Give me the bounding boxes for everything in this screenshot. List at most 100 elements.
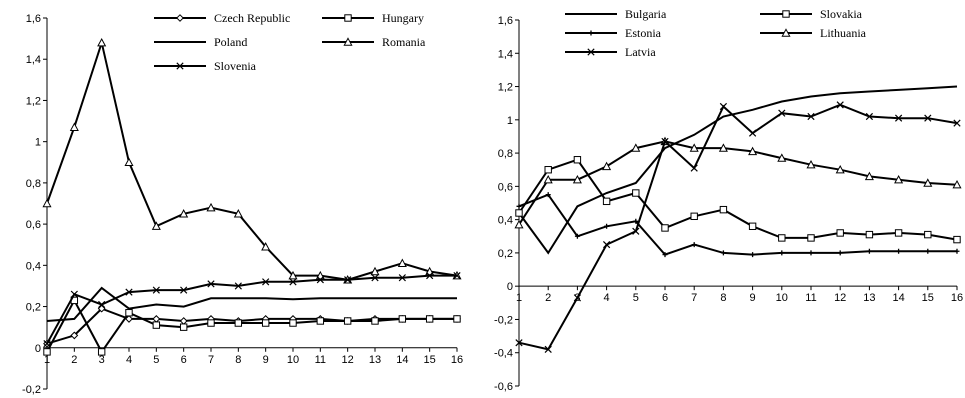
data-point-hungary [316,317,325,325]
data-point-lithuania [572,174,582,184]
data-point-estonia [925,248,931,254]
series-latvia [515,101,961,354]
y-tick-label: 1,4 [26,54,41,66]
data-point-estonia [896,248,902,254]
y-tick-label: 0 [35,343,41,355]
data-point-slovakia [573,156,582,164]
data-point-hungary [425,315,434,323]
x-tick-label: 15 [922,292,934,304]
y-tick-label: 0,4 [498,215,513,227]
data-point-romania [233,209,243,218]
data-point-lithuania [806,159,816,169]
data-point-slovakia [661,224,669,232]
data-point-estonia [808,250,814,256]
series-line-romania [46,38,458,281]
data-point-czech-republic [70,331,79,340]
x-tick-label: 7 [691,292,697,304]
data-point-slovenia [262,278,270,286]
data-point-slovakia [719,205,728,214]
series-slovenia [43,272,461,348]
data-point-slovenia [152,286,160,294]
data-point-latvia [544,345,552,354]
data-point-lithuania [631,143,641,152]
data-point-slovenia [426,272,434,280]
series-poland [46,286,457,322]
data-point-slovenia [453,272,461,280]
x-tick-label: 14 [892,292,904,304]
data-point-slovakia [544,166,552,174]
chart-right-baltic-bulgaria-slovakia: -0,6-0,4-0,200,20,40,60,811,21,41,61 2 3 4 5… [494,7,963,393]
data-point-lithuania [689,143,699,152]
y-tick-label: 0,4 [26,260,41,272]
x-tick-label: 8 [235,354,241,366]
data-point-latvia [573,294,582,302]
data-point-lithuania [952,179,962,189]
data-point-romania [97,37,107,47]
x-tick-label: 16 [451,354,463,366]
legend-label: Czech Republic [214,11,290,25]
data-point-latvia [836,101,844,109]
data-point-latvia [894,114,903,122]
data-point-estonia [574,233,580,239]
series-lithuania [514,136,962,229]
data-point-lithuania [777,153,787,162]
data-point-czech-republic [179,317,188,325]
data-point-latvia [661,137,669,146]
data-point-lithuania [543,174,553,184]
y-tick-label: 1,4 [498,48,513,60]
data-point-lithuania [923,178,933,187]
legend-marker [343,37,353,46]
data-point-romania [151,221,161,230]
legend-label: Slovenia [214,59,257,73]
data-point-hungary [398,315,407,323]
series-line-slovakia [518,158,958,241]
data-point-slovenia [234,282,242,290]
legend-marker [176,14,184,22]
data-point-slovenia [371,274,379,282]
data-point-slovenia [207,280,215,288]
data-point-latvia [632,227,640,235]
y-tick-label: 0,8 [26,178,41,190]
series-line-slovenia [46,274,457,345]
series-estonia [516,192,960,258]
x-tick-label: 9 [750,292,756,304]
data-point-slovenia [180,286,188,294]
x-tick-label: 6 [181,354,187,366]
series-line-estonia [518,193,957,256]
data-point-slovakia [632,189,640,197]
data-point-romania [261,242,271,251]
data-point-lithuania [894,174,904,184]
data-point-czech-republic [125,315,133,323]
x-tick-label: 3 [99,354,105,366]
data-point-slovakia [748,222,757,230]
data-point-slovenia [316,276,324,284]
data-point-estonia [545,192,551,198]
data-point-slovenia [98,300,106,309]
legend-item-hungary: Hungary [322,11,424,25]
x-tick-label: 1 [516,292,522,304]
legend-marker [588,30,594,36]
legend-item-lithuania: Lithuania [760,26,867,40]
x-tick-label: 10 [287,354,299,366]
y-tick-label: -0,4 [494,348,513,360]
series-hungary [43,296,461,356]
series-slovakia [515,156,961,244]
x-tick-label: 11 [315,354,326,366]
legend-label: Bulgaria [625,7,667,21]
data-point-slovakia [690,212,698,221]
data-point-lithuania [602,161,612,171]
legend-item-slovenia: Slovenia [154,59,257,73]
data-point-romania [288,270,298,280]
data-point-latvia [778,109,786,117]
data-point-slovakia [807,234,815,242]
data-point-estonia [691,242,697,248]
data-point-romania [179,209,189,218]
data-point-hungary [261,319,270,327]
x-tick-label: 12 [342,354,354,366]
legend-label: Lithuania [820,26,867,40]
data-point-lithuania [718,143,728,152]
x-tick-label: 4 [126,354,132,366]
y-tick-label: 1,2 [26,95,41,107]
data-point-slovenia [344,276,352,284]
data-point-latvia [924,114,932,122]
